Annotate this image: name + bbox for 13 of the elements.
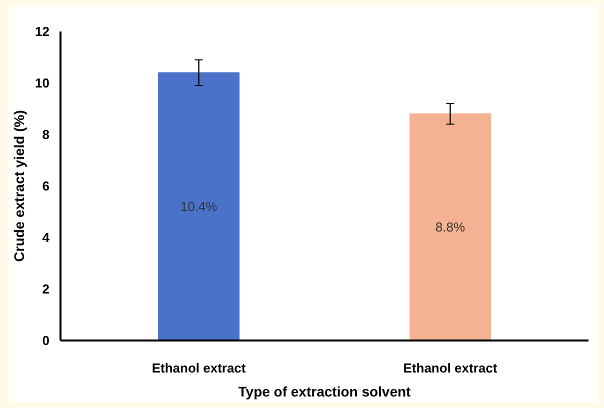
y-tick-label: 12 — [35, 24, 50, 39]
data-label: 8.8% — [435, 220, 466, 235]
y-tick-label: 6 — [42, 178, 50, 194]
y-tick-label: 2 — [42, 282, 50, 296]
x-axis-title: Type of extraction solvent — [238, 384, 412, 400]
x-tick-label: Ethanol extract — [152, 360, 246, 376]
y-tick-label: 4 — [42, 230, 50, 245]
y-tick-label: 10 — [35, 76, 50, 90]
y-tick-label: 8 — [42, 127, 50, 142]
data-label: 10.4% — [180, 199, 218, 214]
y-axis-title: Crude extract yield (%) — [11, 110, 28, 262]
y-tick-label: 0 — [42, 333, 50, 348]
x-tick-label: Ethanol extract — [403, 360, 498, 376]
